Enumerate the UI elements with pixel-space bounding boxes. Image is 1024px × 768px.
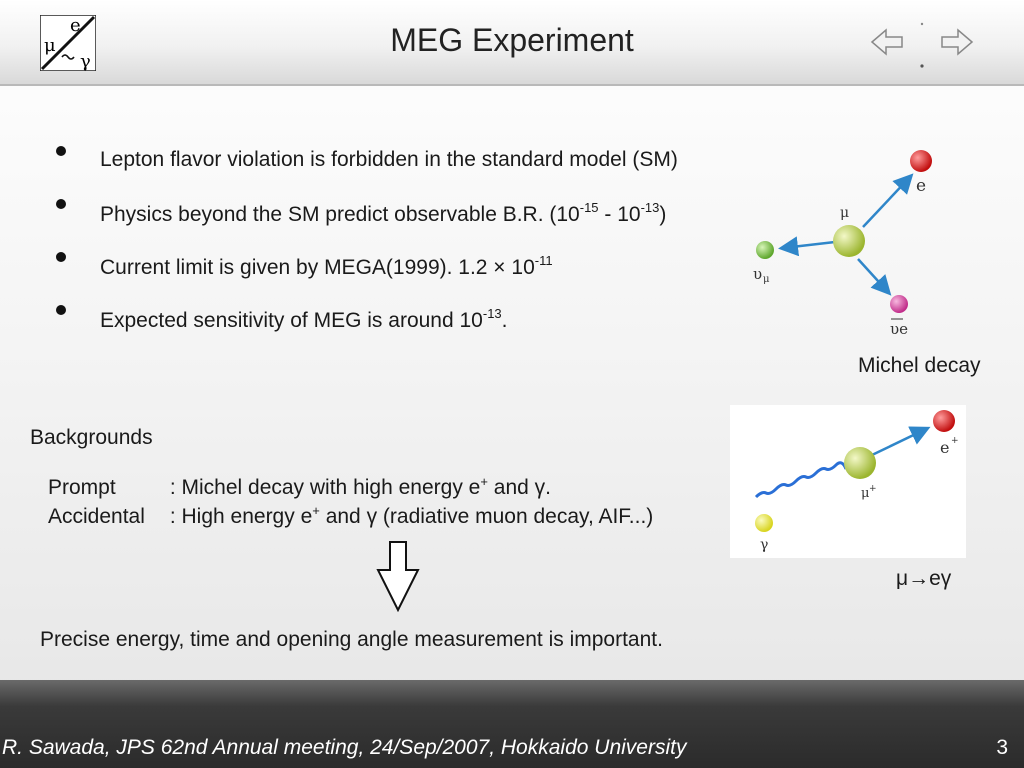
muon-sup-label: + [869, 484, 877, 494]
accidental-background-line: Accidental : High energy e+ and γ (radia… [48, 503, 654, 528]
slide-footer: R. Sawada, JPS 62nd Annual meeting, 24/S… [0, 680, 1024, 768]
muon-neutrino-particle-icon [756, 241, 774, 259]
nav-dot-icon [920, 22, 924, 26]
bullet-text: Current limit is given by MEGA(1999). 1.… [100, 253, 553, 279]
bullet-item: Physics beyond the SM predict observable… [50, 193, 770, 246]
bullet-icon [56, 199, 66, 209]
bullet-icon [56, 305, 66, 315]
gamma-particle-icon [755, 514, 773, 532]
michel-decay-diagram: μ e υ μ υe [753, 150, 932, 338]
footer-citation: R. Sawada, JPS 62nd Annual meeting, 24/S… [2, 736, 687, 759]
previous-slide-icon[interactable] [870, 28, 903, 56]
positron-label: e [940, 438, 949, 457]
nav-dot-icon [920, 64, 924, 68]
bullet-text: Expected sensitivity of MEG is around 10… [100, 306, 508, 332]
mu-e-gamma-caption: μ→eγ [896, 567, 952, 590]
slide-navigation[interactable] [868, 20, 976, 70]
gamma-label: γ [760, 537, 768, 553]
next-slide-icon[interactable] [941, 28, 974, 56]
electron-antineutrino-particle-icon [890, 295, 908, 313]
bullet-item: Lepton flavor violation is forbidden in … [50, 140, 770, 193]
bullet-icon [56, 252, 66, 262]
logo-letter-gamma: γ [80, 51, 91, 71]
bullet-icon [56, 146, 66, 156]
accidental-label: Accidental [48, 505, 145, 528]
mu-e-gamma-diagram: e + μ + γ [754, 410, 959, 553]
slide-title: MEG Experiment [390, 22, 634, 58]
muon-neutrino-subscript: μ [763, 274, 770, 285]
bullet-item: Current limit is given by MEGA(1999). 1.… [50, 246, 770, 299]
bullet-item: Expected sensitivity of MEG is around 10… [50, 299, 770, 352]
logo-letter-e: e [70, 15, 81, 36]
prompt-label: Prompt [48, 476, 116, 499]
muon-neutrino-label: υ [753, 265, 762, 283]
mu-e-gamma-panel: e + μ + γ [730, 405, 966, 558]
muon-label: μ [840, 205, 849, 221]
prompt-background-line: Prompt : Michel decay with high energy e… [48, 474, 551, 499]
electron-antineutrino-label: υe [890, 320, 908, 338]
conclusion-text: Precise energy, time and opening angle m… [40, 628, 663, 651]
muon-label: μ [861, 486, 869, 501]
muon-particle-icon [844, 447, 876, 479]
positron-particle-icon [933, 410, 955, 432]
electron-label: e [916, 176, 926, 196]
photon-wavy-line-icon [754, 461, 848, 499]
meg-logo: e μ γ [40, 15, 96, 71]
positron-sup-label: + [951, 436, 959, 446]
backgrounds-heading: Backgrounds [30, 426, 153, 449]
down-arrow-icon [376, 541, 420, 612]
bullet-text: Lepton flavor violation is forbidden in … [100, 148, 678, 171]
slide-header: e μ γ MEG Experiment [0, 0, 1024, 86]
bullet-text: Physics beyond the SM predict observable… [100, 200, 667, 226]
bullet-list: Lepton flavor violation is forbidden in … [50, 140, 770, 352]
muon-particle-icon [833, 225, 865, 257]
michel-decay-caption: Michel decay [858, 354, 981, 377]
logo-letter-mu: μ [44, 35, 56, 56]
electron-particle-icon [910, 150, 932, 172]
page-number: 3 [996, 736, 1008, 759]
